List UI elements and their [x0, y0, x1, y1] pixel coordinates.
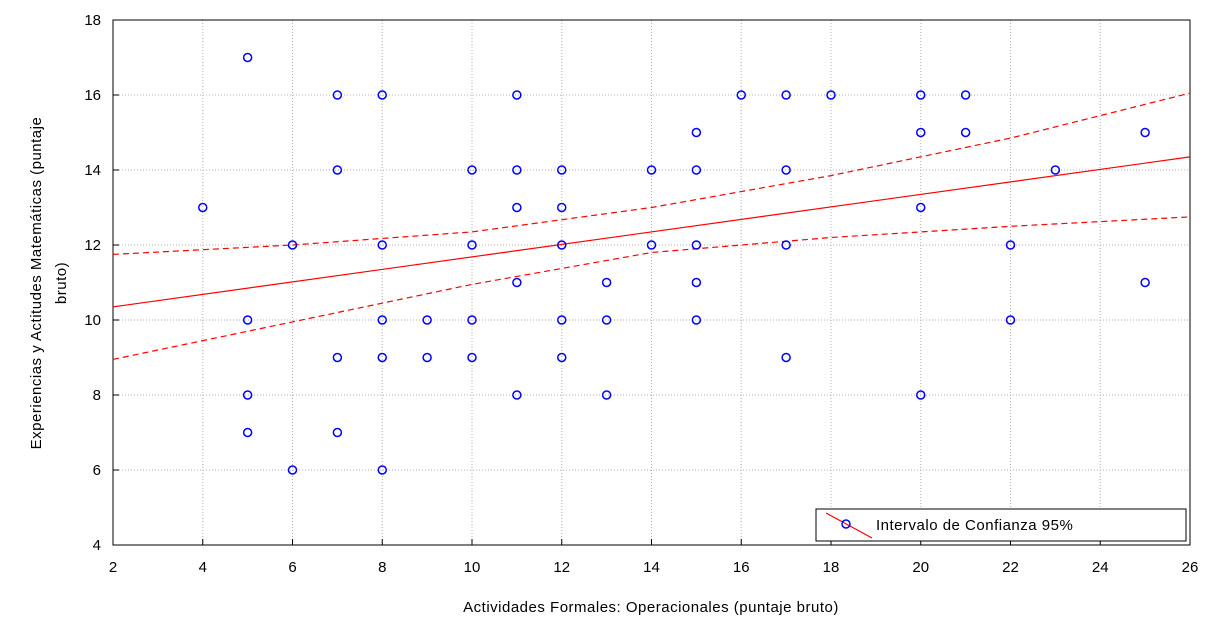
data-point [467, 240, 477, 250]
data-point [691, 127, 702, 138]
data-point [691, 315, 702, 325]
data-point [601, 390, 612, 400]
data-point [422, 352, 432, 363]
data-point [1005, 240, 1016, 250]
data-point [646, 165, 657, 175]
data-point [557, 240, 567, 250]
x-tick-label: 2 [109, 559, 117, 576]
data-point [377, 90, 387, 100]
y-tick-label: 14 [84, 162, 101, 179]
y-tick-label: 8 [93, 387, 101, 404]
y-axis-title-line-2: bruto) [53, 262, 70, 304]
legend-fit-line-symbol [825, 512, 873, 539]
legend-point-symbol [841, 519, 851, 529]
data-point [557, 165, 567, 175]
data-point [781, 352, 791, 363]
data-point [1050, 165, 1061, 175]
data-point [960, 90, 971, 100]
data-point [916, 127, 926, 138]
data-point [198, 202, 208, 213]
y-tick-label: 18 [84, 12, 101, 29]
data-point [467, 315, 477, 325]
data-point [557, 315, 567, 325]
data-point [242, 427, 253, 438]
legend-box [815, 508, 1187, 542]
data-point [377, 240, 387, 250]
ci-upper-line [112, 92, 1191, 255]
y-tick-labels: 4 6 8 10 12 14 16 18 [84, 12, 101, 554]
x-tick-labels: 2 4 6 8 10 12 14 16 18 20 22 24 26 [109, 559, 1199, 576]
data-point [691, 277, 702, 288]
data-point [826, 90, 836, 100]
y-tick-label: 6 [93, 462, 101, 479]
data-point [332, 90, 343, 100]
regression-line [112, 156, 1191, 308]
data-point [512, 202, 522, 213]
x-tick-label: 20 [912, 559, 929, 576]
data-point [601, 277, 612, 288]
data-point [467, 165, 477, 175]
data-point [916, 390, 926, 400]
x-tick-label: 6 [288, 559, 296, 576]
data-point [781, 240, 791, 250]
data-point [377, 352, 387, 363]
ci-lower-line [112, 216, 1191, 360]
x-tick-label: 4 [199, 559, 207, 576]
data-point [377, 465, 387, 475]
x-tick-label: 8 [378, 559, 386, 576]
data-point [422, 315, 432, 325]
y-tick-label: 12 [84, 237, 101, 254]
data-point [242, 315, 253, 325]
data-point [916, 90, 926, 100]
data-point [512, 390, 522, 400]
x-tick-label: 22 [1002, 559, 1019, 576]
x-tick-label: 24 [1092, 559, 1109, 576]
data-point [1005, 315, 1016, 325]
y-tick-label: 10 [84, 312, 101, 329]
data-points [198, 52, 1150, 475]
data-point [242, 390, 253, 400]
data-point [691, 240, 702, 250]
y-axis-title: Experiencias y Actitudes Matemáticas (pu… [28, 117, 70, 450]
grid-lines [113, 20, 1190, 545]
data-point [557, 352, 567, 363]
legend: Intervalo de Confianza 95% [815, 508, 1187, 542]
data-point [1140, 127, 1150, 138]
x-tick-label: 16 [733, 559, 750, 576]
data-point [646, 240, 657, 250]
y-tick-label: 4 [93, 537, 101, 554]
x-tick-label: 26 [1182, 559, 1199, 576]
data-point [467, 352, 477, 363]
data-point [512, 277, 522, 288]
legend-label: Intervalo de Confianza 95% [876, 517, 1073, 534]
data-point [242, 52, 253, 63]
x-tick-label: 12 [553, 559, 570, 576]
data-point [960, 127, 971, 138]
data-point [512, 90, 522, 100]
data-point [781, 90, 791, 100]
data-point [557, 202, 567, 213]
data-point [287, 465, 298, 475]
axis-ticks [112, 19, 1191, 546]
data-point [916, 202, 926, 213]
data-point [332, 427, 343, 438]
series-layer [112, 92, 1191, 360]
data-point [691, 165, 702, 175]
data-point [781, 165, 791, 175]
data-point [287, 240, 298, 250]
data-point [1140, 277, 1150, 288]
data-point [736, 90, 746, 100]
data-point [601, 315, 612, 325]
x-tick-label: 10 [464, 559, 481, 576]
data-point [512, 165, 522, 175]
x-axis-title: Actividades Formales: Operacionales (pun… [463, 599, 839, 616]
data-point [332, 165, 343, 175]
data-point [377, 315, 387, 325]
data-point [332, 352, 343, 363]
y-axis-title-line-1: Experiencias y Actitudes Matemáticas (pu… [28, 117, 45, 450]
y-tick-label: 16 [84, 87, 101, 104]
x-tick-label: 14 [643, 559, 660, 576]
x-tick-label: 18 [823, 559, 840, 576]
